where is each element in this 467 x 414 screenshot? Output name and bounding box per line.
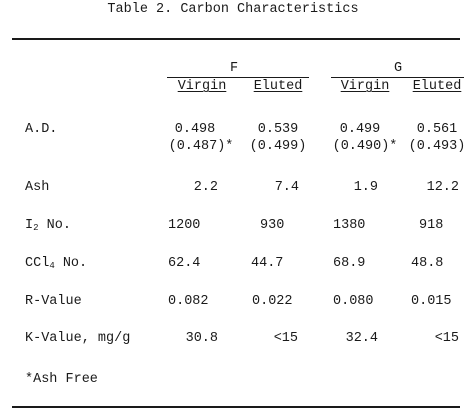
table-cell: 1200	[168, 218, 201, 233]
row-label-r-value: R-Value	[25, 294, 82, 309]
table-cell: (0.499)	[249, 139, 307, 154]
table-cell: 44.7	[251, 256, 284, 271]
row-label-ad: A.D.	[25, 122, 58, 137]
table-cell: 1380	[333, 218, 366, 233]
table-cell: 62.4	[168, 256, 201, 271]
table-cell: 0.082	[168, 294, 209, 309]
row-label-ash: Ash	[25, 180, 50, 195]
table-cell: 0.080	[333, 294, 374, 309]
table-cell: (0.487)*	[168, 139, 234, 154]
table-cell: 2.2	[193, 180, 218, 195]
subhead-f-virgin: Virgin	[177, 79, 227, 94]
table-cell: 930	[260, 218, 285, 233]
table-cell: <15	[273, 331, 298, 346]
table-cell: 0.498	[174, 122, 216, 137]
row-label-i2-no: I2 No.	[25, 218, 71, 233]
table-cell: 48.8	[411, 256, 444, 271]
table-cell: <15	[434, 331, 459, 346]
table-cell: 30.8	[185, 331, 218, 346]
table-footnote: *Ash Free	[25, 372, 98, 387]
table-cell: 0.499	[339, 122, 381, 137]
row-label-k-value: K-Value, mg/g	[25, 331, 131, 346]
row-label-ccl4-no: CCl4 No.	[25, 256, 88, 271]
top-rule	[12, 38, 460, 40]
table-cell: 0.561	[416, 122, 458, 137]
table-cell: (0.493)	[408, 139, 466, 154]
table-cell: 12.2	[426, 180, 459, 195]
group-header-g: G	[393, 61, 403, 76]
bottom-rule	[12, 406, 460, 408]
table-cell: 1.9	[353, 180, 378, 195]
group-rule-g	[331, 77, 464, 78]
group-header-f: F	[229, 61, 239, 76]
table-cell: 32.4	[345, 331, 378, 346]
table-cell: 0.539	[257, 122, 299, 137]
table-cell: 918	[419, 218, 444, 233]
table-cell: 68.9	[333, 256, 366, 271]
table-cell: 0.015	[411, 294, 452, 309]
group-rule-f	[167, 77, 309, 78]
table-caption: Table 2. Carbon Characteristics	[107, 2, 359, 17]
table-cell: (0.490)*	[332, 139, 398, 154]
table-cell: 0.022	[252, 294, 293, 309]
subhead-g-virgin: Virgin	[340, 79, 390, 94]
subhead-f-eluted: Eluted	[253, 79, 303, 94]
table-cell: 7.4	[274, 180, 299, 195]
subhead-g-eluted: Eluted	[412, 79, 462, 94]
